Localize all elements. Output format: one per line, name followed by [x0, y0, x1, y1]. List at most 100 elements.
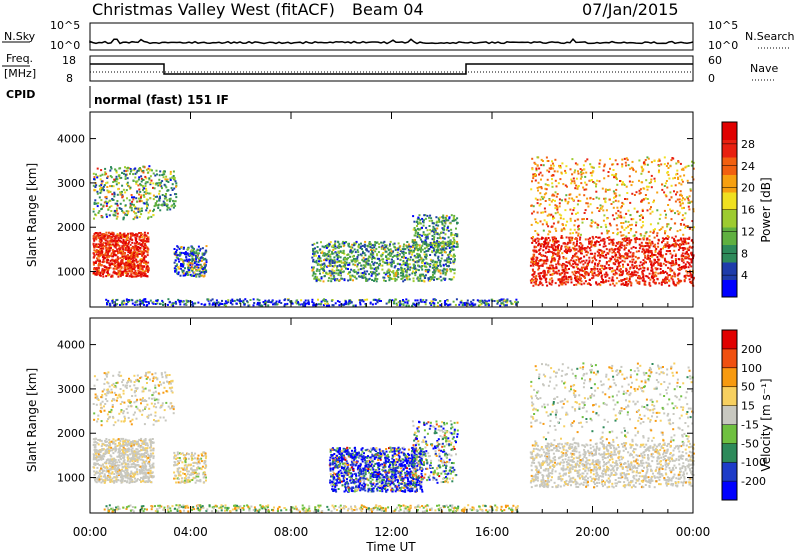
undefined [101, 187, 104, 190]
power-cell [146, 249, 149, 252]
power-cell [105, 247, 108, 250]
power-cell [602, 245, 605, 248]
power-cell [445, 270, 448, 273]
power-cell [97, 232, 100, 235]
power-cell [172, 206, 175, 209]
power-cell [448, 217, 451, 220]
undefined [92, 210, 95, 213]
undefined [121, 195, 124, 198]
power-cell [563, 273, 566, 275]
power-cell [540, 186, 543, 188]
power-cell [574, 245, 577, 248]
power-cell [175, 249, 178, 252]
power-cell [656, 232, 659, 235]
power-cell [173, 202, 176, 205]
power-cell [635, 279, 638, 282]
power-cell [140, 260, 143, 263]
power-cell [110, 252, 113, 255]
power-cell [418, 254, 421, 257]
power-cell [454, 233, 457, 236]
power-cell [659, 268, 662, 270]
power-cell [590, 244, 593, 247]
undefined [122, 218, 125, 221]
power-cell [205, 261, 208, 264]
power-cell [614, 192, 617, 195]
power-cell [424, 270, 427, 273]
undefined [122, 199, 125, 202]
power-cell [587, 238, 590, 241]
power-cell [376, 278, 379, 280]
power-cell [450, 246, 453, 249]
power-cell [657, 222, 660, 225]
power-cell [153, 208, 155, 211]
power-cell [343, 266, 346, 269]
power-cell [677, 277, 680, 280]
power-cell [442, 272, 445, 275]
power-cell [640, 244, 643, 247]
power-cell [554, 199, 556, 202]
power-cell [448, 243, 451, 246]
power-cell [639, 233, 642, 236]
power-cell [163, 204, 166, 207]
nave-tick-low: 0 [708, 72, 715, 85]
power-cell [678, 182, 681, 185]
power-cell [681, 252, 684, 255]
undefined [140, 180, 143, 183]
power-cell [323, 259, 325, 262]
power-cell [681, 218, 684, 221]
power-cell [189, 252, 192, 255]
power-cell [399, 245, 402, 248]
power-cell [372, 262, 375, 265]
power-cell [568, 246, 571, 249]
power-cell [431, 266, 434, 269]
power-cell [633, 207, 636, 210]
power-cell [537, 284, 540, 287]
power-cell [567, 281, 570, 284]
power-cell [124, 269, 127, 271]
power-cell [119, 234, 122, 236]
power-cell [190, 249, 193, 252]
power-cell [595, 236, 598, 238]
power-cell [418, 259, 421, 262]
power-cell [365, 263, 368, 266]
power-cell [644, 163, 646, 166]
power-cell [127, 249, 130, 252]
power-cell [445, 219, 448, 222]
nsky-trace [89, 37, 694, 45]
power-cell [571, 212, 574, 215]
power-cell [619, 231, 622, 234]
power-cell [640, 226, 643, 229]
undefined [118, 207, 121, 210]
power-cell [453, 245, 456, 248]
power-cell [406, 278, 409, 281]
undefined [143, 187, 146, 190]
power-cell [641, 199, 644, 202]
power-cell [138, 235, 141, 238]
power-cell [562, 268, 565, 271]
power-cell [112, 253, 115, 256]
power-cell [686, 261, 689, 264]
power-cell [651, 255, 654, 258]
power-cell [134, 236, 137, 239]
power-cell [191, 258, 194, 261]
power-cell [638, 215, 641, 217]
undefined [121, 210, 124, 212]
power-cell [116, 233, 119, 236]
power-cell [677, 264, 680, 267]
undefined [108, 206, 111, 209]
power-cell [558, 164, 561, 167]
power-cell [684, 237, 687, 240]
power-cell [687, 199, 690, 202]
undefined [139, 183, 142, 186]
power-cell [630, 247, 633, 250]
power-cell [531, 268, 534, 271]
power-cell [541, 264, 544, 267]
power-cell [651, 270, 654, 272]
nsearch-label: N.Search [745, 30, 795, 43]
power-cell [529, 264, 532, 267]
power-cell [648, 235, 651, 238]
power-cell [553, 267, 556, 270]
power-cell [578, 282, 581, 285]
power-cell [668, 244, 671, 246]
power-cell [443, 241, 446, 244]
